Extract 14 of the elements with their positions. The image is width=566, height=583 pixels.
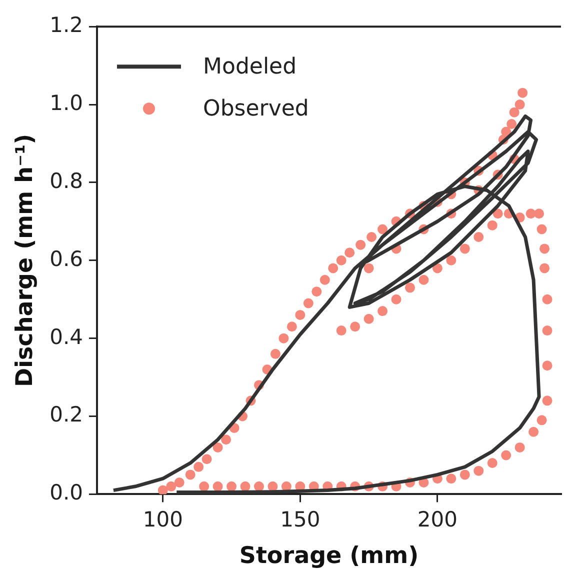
legend-label: Observed — [202, 96, 309, 122]
x-tick-label: 100 — [142, 507, 183, 532]
y-tick-label: 1.0 — [50, 90, 83, 115]
x-axis-title: Storage (mm) — [239, 543, 419, 570]
y-tick-label: 0.8 — [50, 168, 83, 193]
y-tick-label: 0.0 — [50, 480, 83, 505]
y-tick-label: 0.4 — [50, 324, 83, 349]
legend-label: Modeled — [202, 54, 297, 80]
y-tick-label: 0.6 — [50, 246, 83, 271]
y-axis-title: Discharge (mm h⁻¹) — [12, 134, 38, 387]
x-tick-label: 200 — [417, 507, 458, 532]
y-tick-label: 1.2 — [50, 13, 83, 38]
y-tick-label: 0.2 — [50, 402, 83, 427]
x-tick-label: 150 — [280, 507, 320, 532]
